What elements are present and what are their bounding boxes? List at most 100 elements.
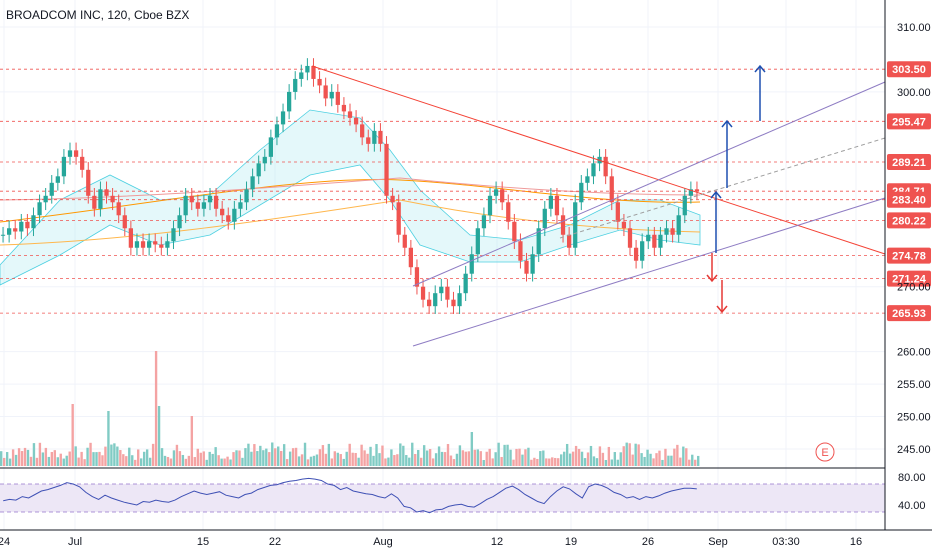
- volume-bar: [235, 450, 238, 466]
- volume-bar: [339, 454, 342, 466]
- volume-bar: [512, 459, 515, 466]
- candle-body: [287, 91, 292, 112]
- volume-bar: [622, 446, 625, 466]
- volume-bar: [309, 456, 313, 466]
- candle-body: [238, 202, 243, 209]
- candle-body: [481, 215, 487, 229]
- volume-bar: [378, 453, 381, 466]
- volume-bar: [315, 454, 319, 466]
- volume-bar: [92, 452, 95, 466]
- volume-bar: [536, 458, 539, 466]
- candle-body: [433, 293, 438, 307]
- level-tag-label: 289.21: [892, 157, 926, 169]
- volume-bar: [241, 457, 244, 466]
- volume-bar: [26, 449, 30, 466]
- level-tag-label: 303.50: [892, 64, 926, 76]
- level-tag-label: 271.24: [892, 274, 927, 286]
- volume-bar: [562, 451, 566, 466]
- candle-body: [226, 215, 231, 222]
- volume-bar: [169, 458, 173, 466]
- volume-bar: [211, 453, 214, 466]
- volume-bar: [80, 451, 83, 466]
- volume-bar: [509, 449, 512, 466]
- volume-bar: [83, 459, 86, 466]
- candle-body: [31, 215, 36, 229]
- volume-bar: [554, 457, 557, 466]
- candle-body: [250, 176, 255, 190]
- volume-bar: [592, 456, 596, 466]
- volume-bar: [685, 448, 688, 466]
- trend-lines: [311, 65, 886, 347]
- volume-bar: [160, 448, 164, 466]
- candle-body: [128, 228, 133, 248]
- candle-body: [609, 176, 614, 203]
- volume-bar: [95, 452, 98, 466]
- volume-bar: [151, 443, 155, 466]
- candle-body: [658, 234, 663, 248]
- volume-bar: [485, 451, 488, 466]
- volume-bar: [163, 455, 167, 466]
- candle-body: [13, 228, 18, 232]
- candle-body: [140, 241, 146, 248]
- candle-body: [232, 208, 237, 222]
- candle-body: [341, 104, 347, 112]
- volume-bar: [613, 452, 616, 466]
- volume-bar: [196, 448, 199, 466]
- candle-body: [80, 156, 85, 170]
- candle-body: [670, 228, 675, 235]
- candle-body: [189, 195, 194, 203]
- volume-bar: [294, 447, 298, 466]
- time-tick-label: 16: [850, 536, 862, 548]
- candle-body: [201, 202, 207, 209]
- candle-body: [104, 189, 109, 196]
- volume-bar: [8, 458, 12, 466]
- candle-body: [335, 91, 340, 105]
- volume-bar: [637, 444, 640, 466]
- volume-bar: [697, 455, 700, 466]
- level-tag: [887, 113, 931, 130]
- volume-bar: [140, 458, 143, 466]
- candle-body: [427, 299, 432, 307]
- arrow-down-1-head: [706, 274, 718, 283]
- time-tick-label: 12: [491, 536, 503, 548]
- volume-bar: [473, 449, 476, 466]
- volume-bar: [226, 456, 229, 466]
- volume-bar: [515, 448, 518, 466]
- volume-bar: [631, 454, 634, 466]
- volume-bar: [232, 452, 235, 466]
- volume-bar: [214, 447, 217, 466]
- volume-bar: [402, 445, 405, 466]
- candles: [0, 58, 700, 314]
- candle-body: [463, 273, 468, 294]
- volume-bar: [187, 455, 191, 466]
- volume-bar: [312, 455, 316, 466]
- candle-body: [402, 234, 407, 248]
- candle-body: [195, 202, 200, 209]
- level-tag: [887, 61, 931, 78]
- candle-body: [524, 260, 529, 274]
- volume-bar: [62, 458, 65, 466]
- level-tag-label: 295.47: [892, 116, 926, 128]
- candle-body: [475, 228, 480, 255]
- volume-bar: [396, 454, 399, 466]
- candle-body: [518, 241, 523, 261]
- volume-bar: [467, 451, 471, 466]
- volume-bar: [414, 453, 417, 466]
- earnings-marker[interactable]: E: [815, 442, 835, 462]
- channel-lower: [412, 197, 886, 347]
- volume-bar: [50, 451, 54, 466]
- volume-bar: [628, 443, 631, 466]
- level-tag-label: 280.22: [892, 215, 926, 227]
- volume-bar: [667, 455, 670, 466]
- candle-body: [615, 202, 620, 222]
- candle-body: [627, 228, 633, 248]
- candle-body: [134, 241, 140, 248]
- volume-bar: [44, 447, 48, 466]
- candle-body: [183, 195, 188, 216]
- volume-bar: [17, 448, 21, 466]
- candle-body: [585, 176, 590, 183]
- volume-bar: [38, 442, 42, 466]
- candle-body: [37, 202, 42, 216]
- volume-bar: [142, 451, 146, 466]
- volume-bar: [190, 416, 194, 466]
